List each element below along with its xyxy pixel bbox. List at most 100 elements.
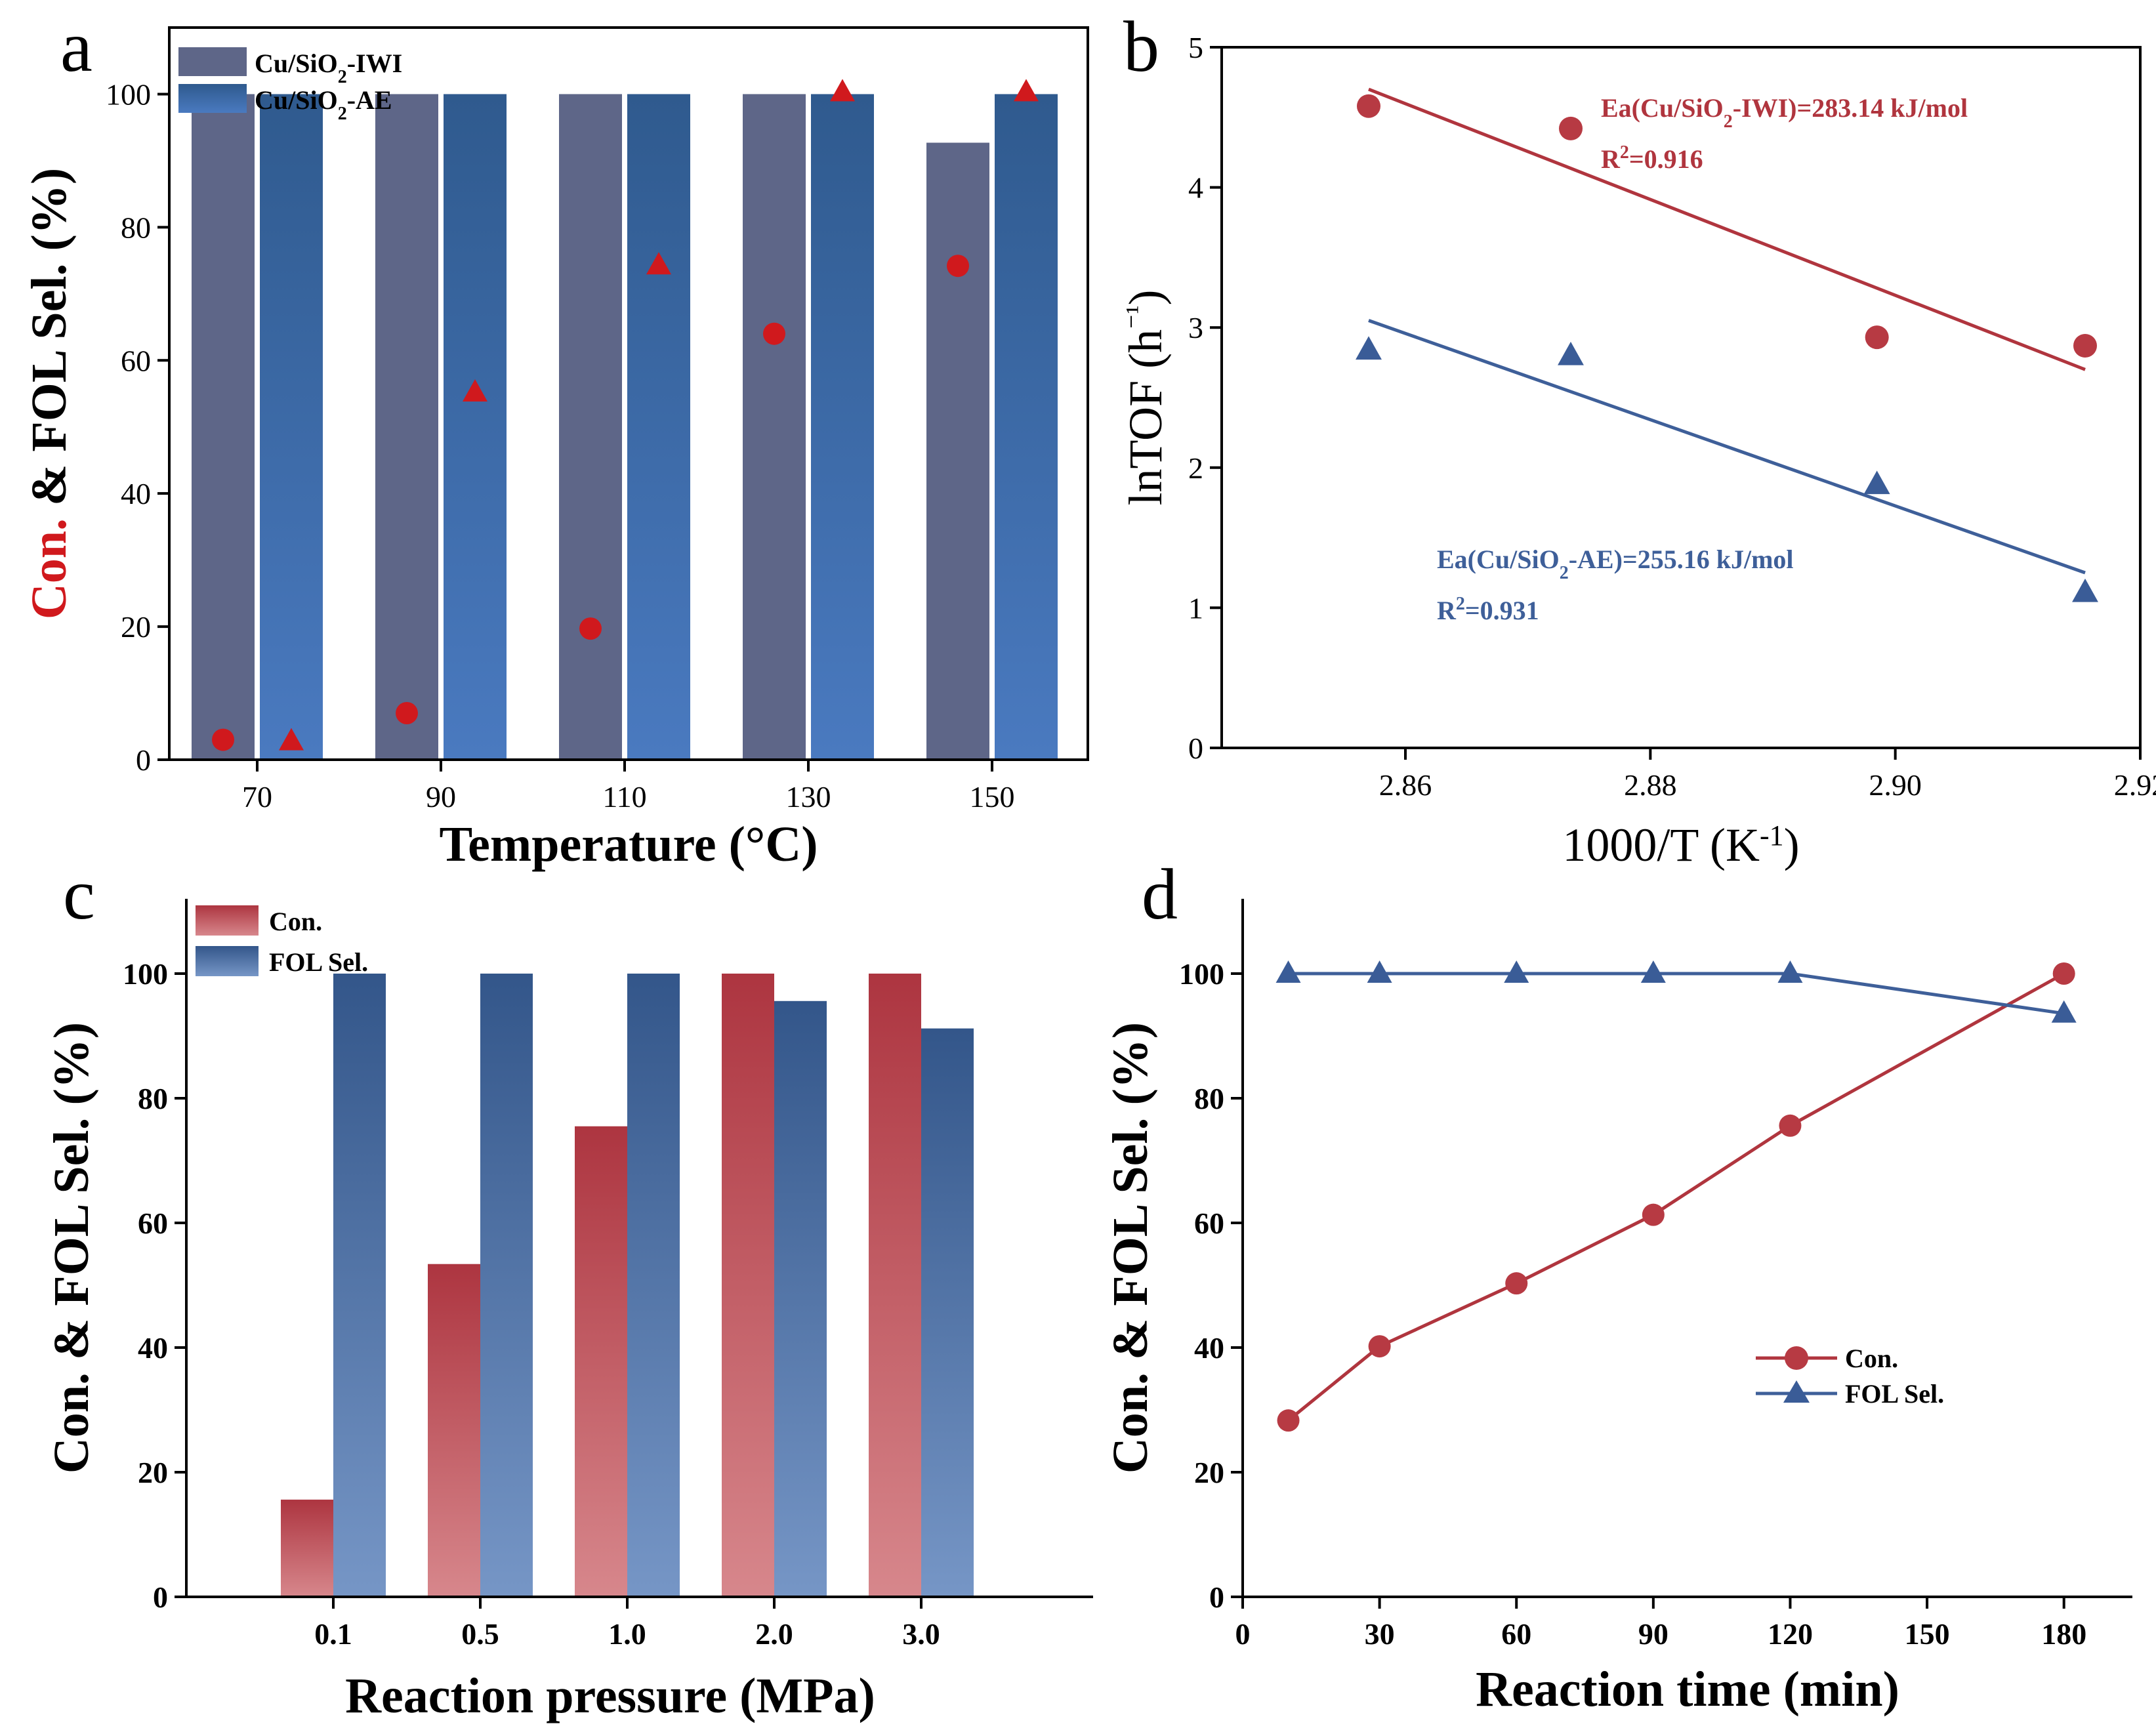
point-fol	[1777, 960, 1803, 983]
y-tick-label: 60	[1194, 1206, 1224, 1240]
bar-fol-2.0	[774, 1000, 827, 1597]
legend-label-con: Con.	[269, 907, 322, 936]
x-tick-label: 180	[2041, 1617, 2086, 1651]
bar-ae-110	[627, 94, 690, 760]
panel-c-legend: Con. FOL Sel.	[196, 905, 368, 977]
legend-swatch-iwi	[178, 47, 247, 76]
panel-d-chart: d 0 20 40 60 80 100 0 30 60 90 120 150 180 Con. FOL…	[1103, 854, 2132, 1717]
x-tick-label: 1.0	[608, 1617, 646, 1651]
legend-marker-con	[1785, 1346, 1808, 1370]
bar-con-0.1	[281, 1499, 333, 1597]
fit-line-1	[1368, 319, 2086, 575]
legend-swatch-con	[196, 905, 259, 936]
x-tick-label: 60	[1501, 1617, 1531, 1651]
x-tick-label: 30	[1365, 1617, 1395, 1651]
x-tick-label: 2.0	[755, 1617, 793, 1651]
x-tick-label: 150	[970, 780, 1015, 814]
point-con	[1368, 1335, 1391, 1358]
y-tick-label: 0	[153, 1580, 168, 1614]
bar-con-3.0	[869, 974, 921, 1597]
point-iwi	[1559, 116, 1583, 140]
y-tick-label: 60	[121, 344, 151, 377]
y-tick-label: 60	[138, 1206, 168, 1240]
y-tick-label: 1	[1188, 591, 1203, 625]
point-con	[1505, 1272, 1528, 1295]
bar-ae-130	[811, 94, 874, 760]
annotation-ea-ae: Ea(Cu/SiO2-AE)=255.16 kJ/mol	[1437, 545, 1794, 583]
point-fol	[2051, 1000, 2077, 1023]
panel-d-ylabel: Con. & FOL Sel. (%)	[1103, 1022, 1158, 1474]
y-tick-label: 0	[1188, 732, 1203, 765]
marker-triangle-70	[279, 728, 304, 751]
bar-iwi-70	[192, 94, 255, 760]
bar-ae-90	[444, 94, 507, 760]
marker-triangle-110	[646, 252, 671, 275]
point-fol	[1275, 960, 1301, 983]
x-tick-label: 3.0	[902, 1617, 940, 1651]
annotation-ea-iwi: Ea(Cu/SiO2-IWI)=283.14 kJ/mol	[1601, 93, 1968, 132]
point-fol	[1504, 960, 1529, 983]
panel-b-label: b	[1123, 7, 1159, 87]
marker-triangle-130	[830, 79, 855, 102]
panel-d-legend: Con. FOL Sel.	[1756, 1344, 1944, 1409]
legend-swatch-fol	[196, 946, 259, 976]
legend-label-fol-d: FOL Sel.	[1845, 1379, 1944, 1409]
y-tick-label: 3	[1188, 311, 1203, 344]
bar-iwi-150	[926, 142, 989, 760]
x-tick-label: 0	[1235, 1617, 1251, 1651]
x-tick-label: 2.86	[1379, 768, 1432, 802]
point-con	[1779, 1114, 1802, 1137]
marker-triangle-90	[463, 379, 487, 402]
bar-fol-1.0	[627, 974, 680, 1597]
legend-label-ae: Cu/SiO2-AE	[255, 85, 392, 124]
x-tick-label: 70	[242, 780, 272, 814]
y-tick-label: 20	[121, 610, 151, 644]
point-con	[1642, 1203, 1665, 1226]
x-tick-label: 90	[426, 780, 456, 814]
panel-c-label: c	[63, 854, 95, 934]
point-ae	[2072, 578, 2098, 602]
marker-circle-110	[579, 617, 602, 640]
bar-ae-150	[995, 94, 1058, 760]
panel-d-xlabel: Reaction time (min)	[1476, 1662, 1899, 1717]
legend-label-con-d: Con.	[1845, 1344, 1898, 1373]
panel-a-legend: Cu/SiO2-IWI Cu/SiO2-AE	[178, 47, 402, 124]
y-tick-label: 100	[1179, 957, 1224, 991]
y-tick-label: 100	[106, 77, 151, 111]
point-ae	[1863, 470, 1890, 495]
panel-b-frame	[1220, 46, 2142, 749]
panel-a-chart: a 0 20 40 60 80 100 70 90 110 130 150 Cu/SiO2-IWI…	[22, 7, 1089, 872]
bar-iwi-110	[559, 94, 622, 760]
point-fol	[1367, 960, 1392, 983]
y-tick-label: 5	[1188, 31, 1203, 64]
point-fol	[1640, 960, 1666, 983]
fit-line-0	[1368, 87, 2086, 371]
bar-iwi-90	[375, 94, 438, 760]
y-tick-label: 40	[1194, 1331, 1224, 1365]
y-tick-label: 80	[121, 211, 151, 244]
annotation-r2-iwi: R2=0.916	[1601, 142, 1703, 175]
panel-b-ylabel: lnTOF (h⁻¹)	[1119, 289, 1172, 505]
x-tick-label: 2.90	[1869, 768, 1922, 802]
x-tick-label: 0.5	[461, 1617, 499, 1651]
legend-label-fol: FOL Sel.	[269, 947, 368, 977]
y-tick-label: 40	[138, 1331, 168, 1365]
y-tick-label: 4	[1188, 171, 1203, 205]
series-line-0	[1287, 972, 2065, 1422]
y-tick-label: 20	[138, 1456, 168, 1489]
bar-con-1.0	[575, 1126, 627, 1597]
marker-circle-130	[763, 322, 785, 345]
panel-a-ylabel: Con. & FOL Sel. (%)	[22, 168, 77, 619]
panel-a-frame	[168, 26, 1089, 761]
y-tick-label: 0	[136, 743, 151, 777]
bar-con-0.5	[428, 1264, 480, 1597]
panel-b-chart: b 0 1 2 3 4 5 2.86 2.88 2.90 2.92 Ea(Cu/SiO2-IWI…	[1119, 7, 2156, 871]
x-tick-label: 2.88	[1624, 768, 1677, 802]
y-tick-label: 80	[1194, 1082, 1224, 1115]
point-con	[2052, 962, 2075, 985]
panel-a-label: a	[60, 7, 93, 87]
panel-a-xlabel: Temperature (°C)	[439, 817, 818, 872]
point-iwi	[1865, 325, 1889, 350]
point-ae	[1356, 336, 1382, 360]
